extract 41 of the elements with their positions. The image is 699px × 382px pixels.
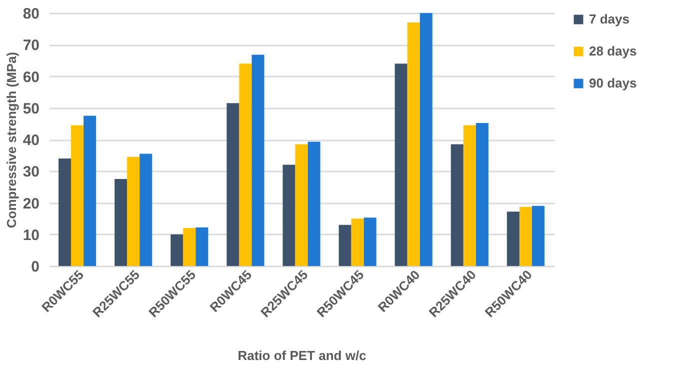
bar — [364, 218, 376, 266]
y-tick-label: 70 — [22, 37, 40, 54]
bar — [295, 144, 308, 266]
y-tick-label: 0 — [31, 258, 40, 276]
bar — [450, 144, 464, 266]
bar — [532, 206, 544, 266]
bar — [420, 13, 432, 266]
bar — [519, 206, 532, 266]
bar — [58, 158, 72, 266]
y-tick-label: 50 — [22, 100, 40, 118]
bar — [338, 224, 352, 266]
bar — [506, 212, 520, 266]
bar — [407, 22, 420, 266]
x-axis-title: Ratio of PET and w/c — [238, 348, 366, 364]
legend-label: 90 days — [589, 76, 637, 90]
bar — [476, 123, 488, 266]
y-tick-label: 20 — [22, 195, 40, 212]
bar — [140, 154, 152, 266]
bar — [183, 228, 196, 266]
bar — [84, 116, 96, 266]
legend-label: 7 days — [589, 12, 630, 26]
bar — [252, 54, 264, 266]
y-tick-label: 60 — [22, 68, 40, 86]
bar — [71, 125, 84, 266]
bar — [463, 125, 476, 266]
bar — [282, 164, 296, 266]
y-axis-title: Compressive strength (MPa) — [4, 52, 19, 228]
bar — [239, 64, 252, 266]
y-tick-label: 40 — [22, 132, 40, 149]
bar — [394, 64, 408, 266]
bar — [196, 227, 208, 266]
bar — [308, 142, 320, 266]
y-tick-label: 10 — [22, 226, 40, 244]
y-tick-label: 80 — [22, 6, 40, 22]
legend-label: 28 days — [589, 44, 637, 58]
y-tick-label: 30 — [22, 164, 40, 181]
bar — [226, 103, 240, 266]
bar — [127, 156, 140, 266]
bar — [170, 234, 184, 266]
bar — [114, 179, 128, 266]
bar — [351, 218, 364, 266]
